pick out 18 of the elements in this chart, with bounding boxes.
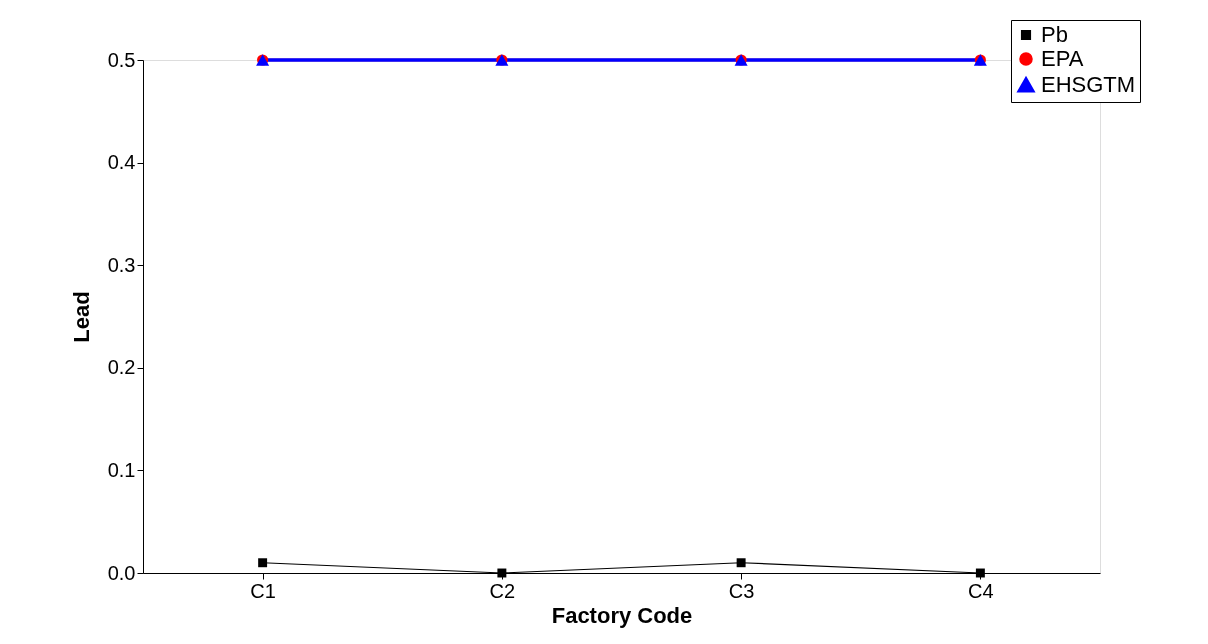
y-tick-label: 0.4 bbox=[107, 151, 136, 174]
y-tick-label: 0.3 bbox=[107, 253, 136, 276]
point bbox=[736, 558, 746, 568]
legend-label: Pb bbox=[1041, 22, 1068, 47]
x-tick-label: C1 bbox=[250, 579, 276, 602]
legend-label: EPA bbox=[1041, 46, 1084, 71]
x-tick-label: C3 bbox=[728, 579, 755, 602]
y-axis-title: Lead bbox=[68, 291, 94, 343]
y-tick-label: 0.2 bbox=[107, 356, 136, 379]
x-axis-title: Factory Code bbox=[551, 602, 693, 628]
y-tick-label: 0.5 bbox=[107, 48, 136, 71]
x-tick-label: C2 bbox=[489, 579, 516, 602]
x-tick-label: C4 bbox=[968, 579, 994, 602]
y-tick-label: 0.0 bbox=[107, 561, 136, 584]
legend-label: EHSGTM bbox=[1041, 72, 1136, 97]
y-tick-label: 0.1 bbox=[107, 458, 136, 481]
point bbox=[497, 568, 507, 578]
point bbox=[258, 558, 268, 568]
